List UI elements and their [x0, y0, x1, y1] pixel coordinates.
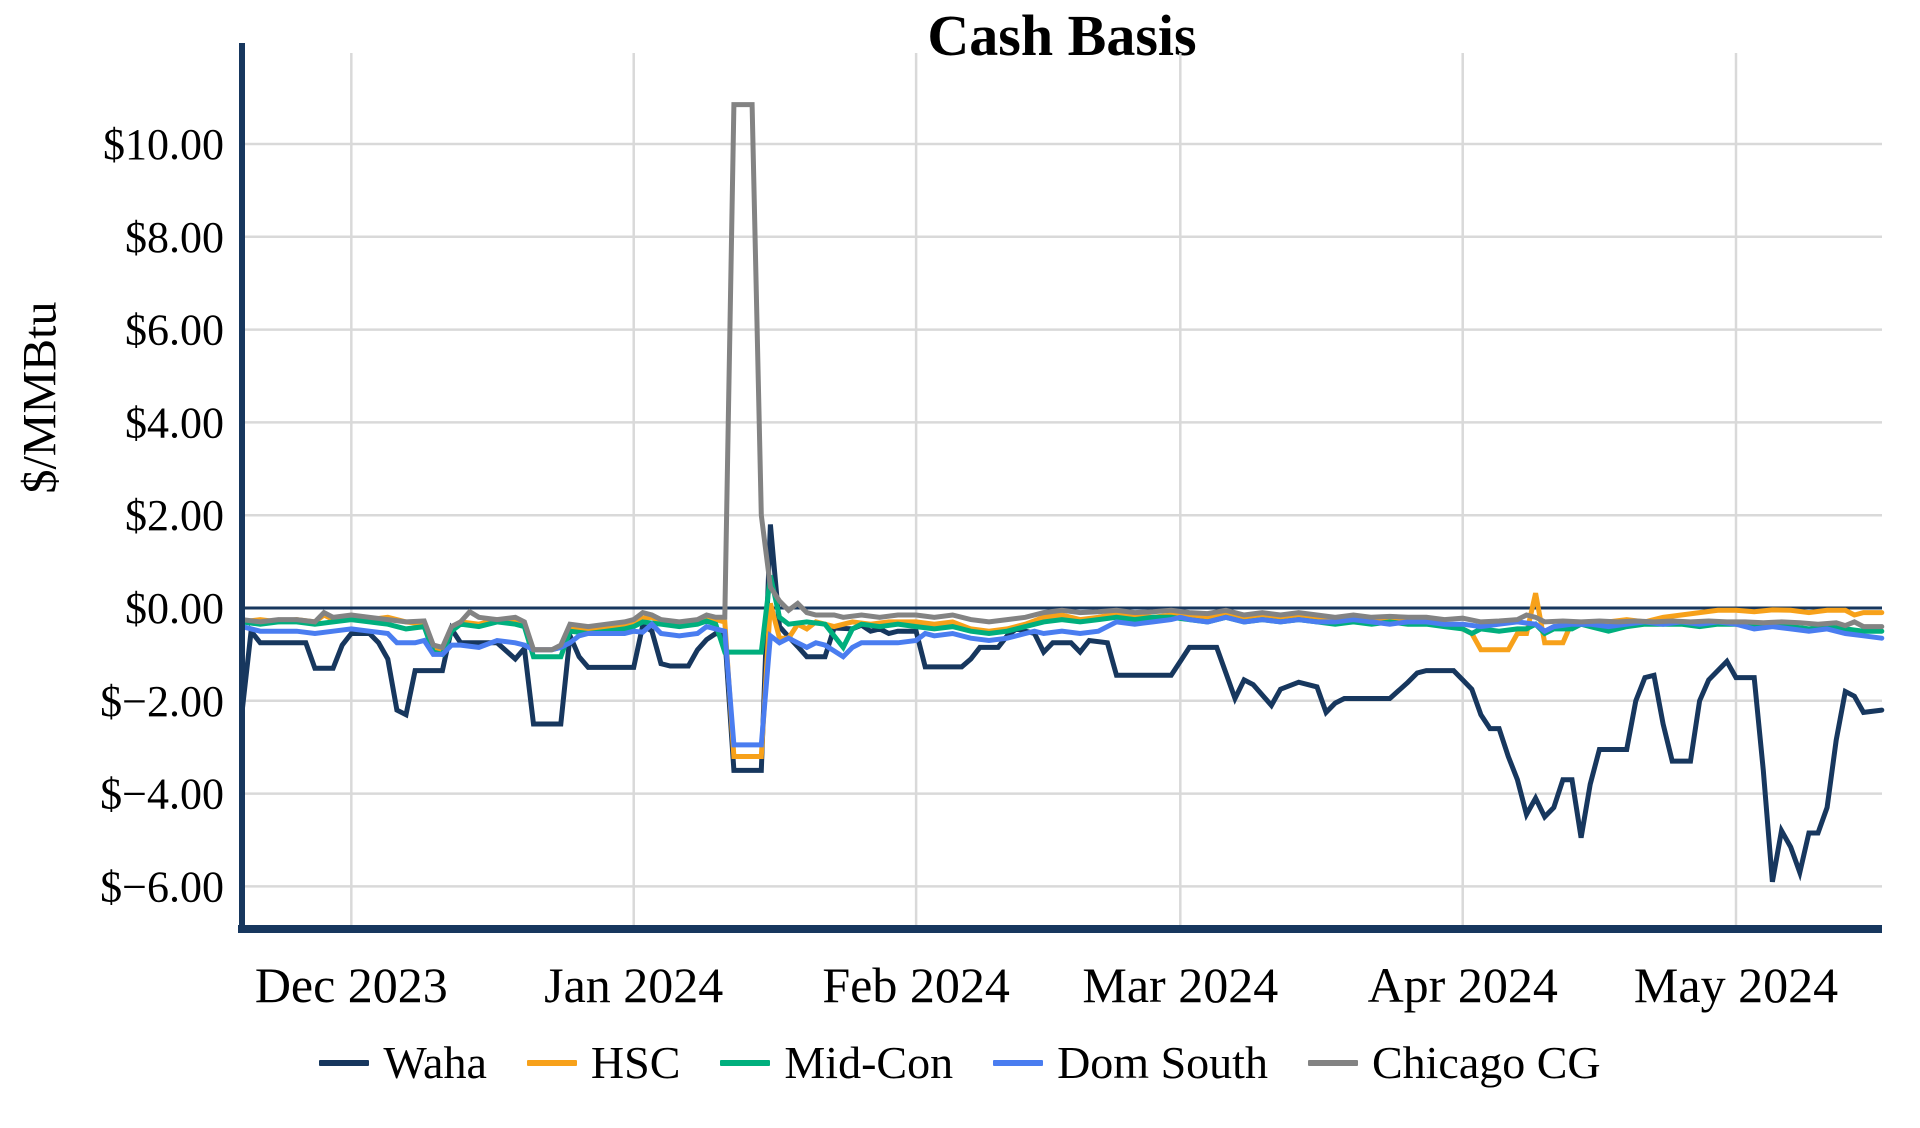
y-tick-label: $10.00 [103, 120, 224, 169]
y-tick-label: $6.00 [125, 306, 224, 355]
legend-swatch [993, 1060, 1044, 1066]
legend-label: Waha [383, 1037, 487, 1088]
x-tick-label: Feb 2024 [822, 957, 1010, 1013]
series-line-dom-south [239, 614, 1885, 748]
x-tick-label: Jan 2024 [544, 957, 723, 1013]
legend-label: HSC [590, 1037, 681, 1088]
y-tick-label: $8.00 [125, 213, 224, 262]
chart-title: Cash Basis [927, 3, 1197, 68]
legend-item-mid-con: Mid-Con [720, 1040, 953, 1086]
legend-item-dom-south: Dom South [993, 1040, 1268, 1086]
y-tick-label: $2.00 [125, 491, 224, 540]
legend-swatch [1307, 1060, 1358, 1066]
series-line-chicago-cg [239, 102, 1885, 653]
y-tick-label: $−6.00 [100, 862, 224, 911]
x-tick-label: Dec 2023 [255, 957, 448, 1013]
series-line-mid-con [239, 574, 1885, 660]
y-tick-label: $−2.00 [100, 677, 224, 726]
legend-item-waha: Waha [319, 1040, 487, 1086]
x-tick-label: Apr 2024 [1368, 957, 1558, 1013]
legend-item-chicago-cg: Chicago CG [1307, 1037, 1601, 1088]
y-tick-label: $−4.00 [100, 770, 224, 819]
legend-label: Chicago CG [1371, 1037, 1601, 1088]
legend-swatch [526, 1060, 577, 1066]
legend-label: Dom South [1057, 1037, 1268, 1088]
legend-label: Mid-Con [784, 1037, 954, 1088]
x-tick-label: Mar 2024 [1082, 957, 1278, 1013]
y-tick-label: $4.00 [125, 398, 224, 447]
legend-swatch [319, 1060, 370, 1066]
legend: Waha HSC Mid-Con Dom South Chicago CG [0, 1040, 1920, 1086]
series-line-waha [239, 524, 1885, 883]
y-tick-label: $0.00 [125, 584, 224, 633]
legend-item-hsc: HSC [526, 1037, 681, 1088]
x-tick-label: May 2024 [1634, 957, 1838, 1013]
legend-swatch [720, 1060, 771, 1066]
